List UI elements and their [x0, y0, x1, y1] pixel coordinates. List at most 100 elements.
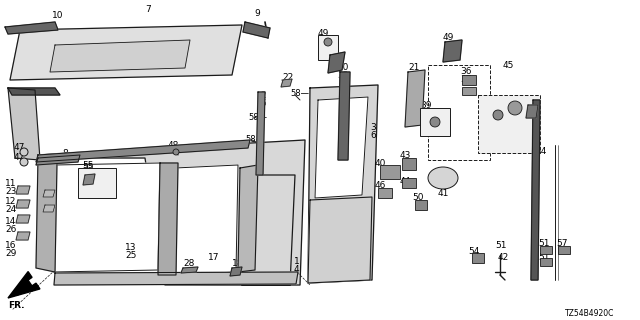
Polygon shape — [173, 165, 238, 275]
Bar — [462, 75, 476, 85]
Text: 35: 35 — [498, 99, 509, 108]
Circle shape — [430, 117, 440, 127]
Polygon shape — [5, 22, 58, 34]
Text: 25: 25 — [125, 251, 136, 260]
Text: 51: 51 — [495, 241, 506, 250]
Circle shape — [173, 149, 179, 155]
Text: 42: 42 — [498, 253, 509, 262]
Text: 40: 40 — [375, 158, 387, 167]
Text: 1: 1 — [294, 258, 300, 267]
Text: 53: 53 — [477, 99, 488, 108]
Bar — [378, 188, 392, 198]
Polygon shape — [16, 232, 30, 240]
Text: 43: 43 — [400, 150, 412, 159]
Polygon shape — [308, 85, 378, 283]
Polygon shape — [54, 272, 298, 285]
Text: 3: 3 — [370, 123, 376, 132]
Text: 20: 20 — [337, 63, 348, 73]
Text: 50: 50 — [412, 194, 424, 203]
Text: 21: 21 — [408, 63, 419, 73]
Circle shape — [508, 101, 522, 115]
Bar — [558, 246, 570, 254]
Circle shape — [20, 158, 28, 166]
Text: 37: 37 — [460, 76, 472, 84]
Text: 47: 47 — [14, 153, 26, 162]
Bar — [420, 108, 450, 136]
Polygon shape — [256, 92, 265, 175]
Text: 39: 39 — [420, 101, 431, 110]
Polygon shape — [243, 22, 270, 38]
Polygon shape — [338, 72, 350, 160]
Text: 7: 7 — [145, 5, 151, 14]
Polygon shape — [526, 105, 538, 118]
Text: 49: 49 — [443, 33, 454, 42]
Text: 30: 30 — [232, 268, 243, 276]
Text: 44: 44 — [400, 178, 412, 187]
Polygon shape — [43, 190, 55, 197]
Bar — [462, 87, 476, 95]
Text: 51: 51 — [538, 238, 550, 247]
Polygon shape — [10, 25, 242, 80]
Polygon shape — [405, 70, 425, 127]
Bar — [402, 158, 416, 170]
Polygon shape — [38, 140, 305, 285]
Text: 56: 56 — [83, 170, 93, 179]
Polygon shape — [36, 158, 57, 272]
Text: 58—: 58— — [248, 113, 267, 122]
Text: 57: 57 — [556, 238, 568, 247]
Text: 34: 34 — [535, 148, 547, 156]
Text: 4: 4 — [294, 266, 300, 275]
Text: 11: 11 — [5, 179, 17, 188]
Text: 47: 47 — [14, 142, 26, 151]
Ellipse shape — [428, 167, 458, 189]
Text: 48: 48 — [168, 140, 179, 149]
Polygon shape — [308, 197, 372, 283]
Text: 29: 29 — [5, 249, 17, 258]
Bar — [428, 65, 490, 160]
Bar — [380, 165, 400, 179]
Text: 12: 12 — [5, 197, 17, 206]
Text: 32: 32 — [337, 71, 348, 81]
Bar — [78, 168, 116, 198]
FancyArrow shape — [8, 272, 40, 298]
Text: 46: 46 — [375, 181, 387, 190]
Text: FR.: FR. — [8, 300, 24, 309]
Text: 14: 14 — [5, 218, 17, 227]
Polygon shape — [36, 155, 80, 165]
Text: 13: 13 — [125, 243, 136, 252]
Text: 27: 27 — [37, 189, 49, 198]
Text: 26: 26 — [5, 226, 17, 235]
Text: 10: 10 — [52, 12, 63, 20]
Polygon shape — [36, 140, 250, 162]
Polygon shape — [158, 163, 178, 275]
Polygon shape — [8, 88, 60, 95]
Text: 17: 17 — [208, 252, 220, 261]
Bar — [540, 258, 552, 266]
Circle shape — [20, 148, 28, 156]
Text: 16: 16 — [5, 241, 17, 250]
Text: 5: 5 — [260, 99, 266, 108]
Text: 58—: 58— — [245, 135, 264, 145]
Polygon shape — [443, 40, 462, 62]
Text: 56: 56 — [83, 172, 93, 180]
Bar — [318, 35, 338, 60]
Text: 9: 9 — [254, 9, 260, 18]
Text: 51: 51 — [538, 252, 550, 261]
Polygon shape — [8, 88, 40, 160]
Polygon shape — [328, 52, 345, 73]
Bar — [402, 178, 416, 188]
Text: 15: 15 — [37, 181, 49, 190]
Text: 45: 45 — [503, 60, 515, 69]
Polygon shape — [238, 165, 258, 272]
Text: 52: 52 — [420, 109, 431, 118]
Text: 54: 54 — [468, 246, 479, 255]
Text: 6: 6 — [370, 131, 376, 140]
Text: 36: 36 — [460, 68, 472, 76]
Bar — [540, 246, 552, 254]
Text: 33: 33 — [408, 71, 419, 81]
Circle shape — [493, 110, 503, 120]
Text: TZ54B4920C: TZ54B4920C — [565, 308, 614, 317]
Text: 22: 22 — [282, 74, 293, 83]
Text: 8: 8 — [62, 148, 68, 157]
Polygon shape — [181, 267, 198, 273]
